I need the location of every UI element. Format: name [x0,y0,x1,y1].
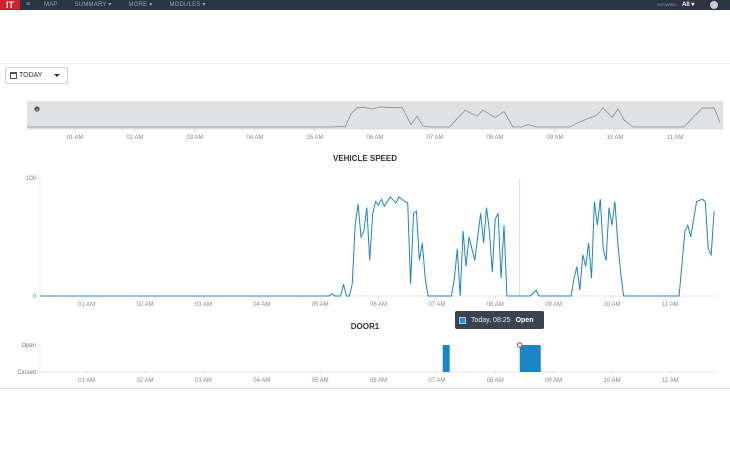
overview-x-tick: 08 AM [486,135,503,141]
door-x-tick: 05 AM [312,378,329,384]
hamburger-icon[interactable]: ≡ [26,1,31,8]
overview-background[interactable] [27,101,723,129]
overview-x-tick: 04 AM [246,135,263,141]
speed-x-tick: 06 AM [370,302,387,308]
nav-more[interactable]: MORE ▾ [128,2,153,8]
speed-y-tick-max: 100 [26,176,37,182]
nav-modules[interactable]: MODULES ▾ [169,2,206,8]
door-x-tick: 04 AM [253,378,270,384]
speed-x-tick: 05 AM [312,302,329,308]
speed-x-tick: 10 AM [603,302,620,308]
door-open-bar[interactable] [442,345,450,372]
door-x-tick: 08 AM [487,378,504,384]
overview-x-tick: 03 AM [186,135,203,141]
overview-x-tick: 05 AM [306,135,323,141]
door-x-tick: 02 AM [137,378,154,384]
speed-chart-title: VEHICLE SPEED [333,154,397,163]
door-x-tick: 07 AM [428,378,445,384]
overview-x-tick: 10 AM [606,135,623,141]
speed-chart[interactable]: 100 0 01 AM 02 AM 03 AM 04 AM 05 AM 06 AM 07 A… [26,176,717,308]
door-x-tick: 01 AM [78,378,95,384]
overview-x-tick: 06 AM [366,135,383,141]
speed-series-line [40,196,715,297]
speed-x-tick: 01 AM [78,302,95,308]
overview-series-line [27,106,721,128]
tooltip-swatch [459,316,466,324]
door-x-tick: 06 AM [370,378,387,384]
showing-label: SHOWING [657,2,677,7]
overview-x-tick: 07 AM [426,135,443,141]
info-icon[interactable] [34,106,40,112]
app-logo[interactable]: IT [0,0,20,10]
tooltip-value: Open [515,316,534,324]
speed-x-tick: 11 AM [662,302,679,308]
overview-x-tick: 11 AM [667,135,684,141]
door-chart[interactable]: Open Closed 01 AM 02 AM 03 AM 04 AM 05 AM 06 … [17,342,717,384]
door-x-tick: 11 AM [662,378,679,384]
date-range-label: TODAY [19,72,43,79]
overview-navigator[interactable]: i 01 AM 02 AM 03 AM 04 AM 05 AM 06 AM 07 AM 08 … [27,101,723,141]
door-x-tick: 09 AM [545,378,562,384]
svg-text:i: i [36,107,37,112]
door-y-tick-open: Open [21,343,36,349]
overview-x-tick: 02 AM [126,135,143,141]
top-nav-bar: IT ≡ MAP SUMMARY ▾ MORE ▾ MODULES ▾ SHOW… [0,0,730,10]
nav-summary[interactable]: SUMMARY ▾ [74,2,112,8]
speed-x-tick: 03 AM [195,302,212,308]
speed-x-tick: 07 AM [428,302,445,308]
nav-map[interactable]: MAP [44,2,58,8]
door-x-tick: 03 AM [195,378,212,384]
overview-x-tick: 01 AM [66,135,83,141]
door-y-tick-closed: Closed [17,370,36,376]
tooltip: Today, 08:25 Open [455,311,544,329]
calendar-icon [10,72,17,79]
user-icon[interactable] [710,1,718,9]
door-open-bar[interactable] [519,345,541,372]
speed-x-tick: 04 AM [253,302,270,308]
door-hover-marker [516,342,523,348]
showing-dropdown[interactable]: All ▾ [682,2,695,8]
speed-y-tick-min: 0 [33,294,37,300]
door-chart-title: DOOR1 [351,322,380,331]
speed-x-tick: 09 AM [545,302,562,308]
caret-down-icon [54,74,61,77]
tooltip-time: Today, 08:25 [471,316,511,324]
speed-x-tick: 08 AM [487,302,504,308]
date-range-dropdown[interactable]: TODAY [5,67,68,84]
speed-x-tick: 02 AM [137,302,154,308]
main-nav: MAP SUMMARY ▾ MORE ▾ MODULES ▾ [44,0,206,10]
door-x-tick: 10 AM [603,378,620,384]
overview-x-tick: 09 AM [546,135,563,141]
